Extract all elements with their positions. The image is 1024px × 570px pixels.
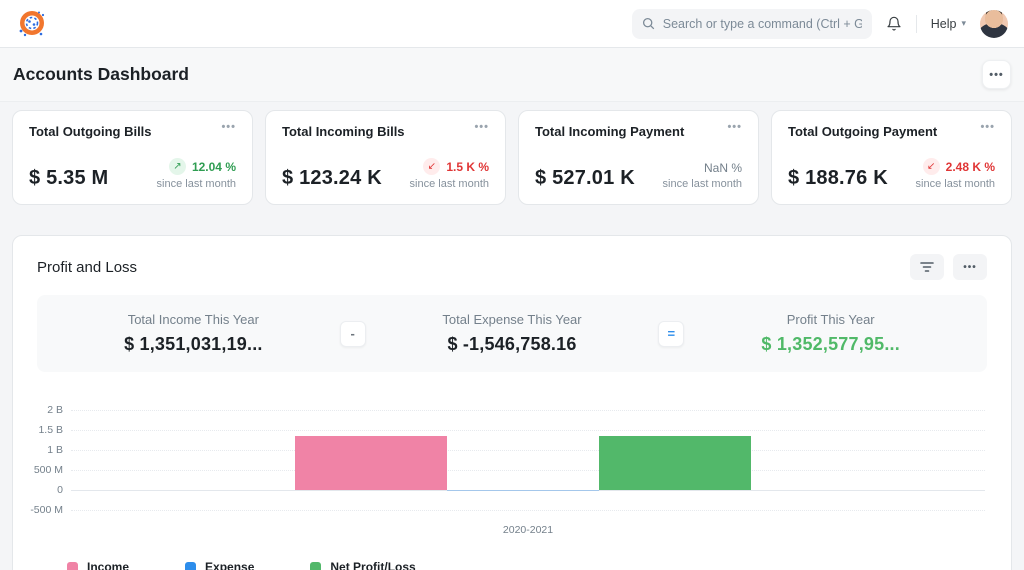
card-caption: since last month xyxy=(156,178,236,190)
card-caption: since last month xyxy=(915,178,995,190)
x-axis-label: 2020-2021 xyxy=(502,524,554,536)
summary-value: $ -1,546,758.16 xyxy=(447,334,577,354)
y-tick: -500 M xyxy=(30,504,63,516)
card-title: Total Incoming Bills xyxy=(282,124,405,139)
card-menu-ellipsis-icon[interactable]: ••• xyxy=(980,121,995,133)
legend-label: Income xyxy=(87,560,130,570)
card-value: $ 5.35 M xyxy=(29,167,109,189)
card-title: Total Outgoing Bills xyxy=(29,124,152,139)
legend-item-expense[interactable]: Expense xyxy=(185,560,254,570)
summary-profit: Profit This Year $ 1,352,577,95... xyxy=(684,312,977,355)
income-swatch-icon xyxy=(67,561,78,570)
card-menu-ellipsis-icon[interactable]: ••• xyxy=(474,121,489,133)
search-icon xyxy=(642,17,654,30)
summary-total-expense: Total Expense This Year $ -1,546,758.16 xyxy=(366,312,659,355)
chart-plot xyxy=(71,398,985,526)
y-axis-labels: 2 B 1.5 B 1 B 500 M 0 -500 M xyxy=(30,398,63,526)
bar-expense[interactable] xyxy=(447,490,599,491)
card-caption: since last month xyxy=(662,178,742,190)
notifications-bell-icon[interactable] xyxy=(886,16,902,32)
trend-arrow-icon: ↙ xyxy=(922,158,940,175)
help-menu[interactable]: Help ▾ xyxy=(931,17,966,31)
minus-operator-icon: - xyxy=(339,320,366,347)
kpi-card-total-incoming-payment[interactable]: Total Incoming Payment ••• $ 527.01 K Na… xyxy=(518,110,759,205)
card-value: $ 123.24 K xyxy=(282,167,382,189)
chart-menu-ellipsis-icon[interactable]: ••• xyxy=(953,254,987,280)
chart-title: Profit and Loss xyxy=(37,258,138,276)
dashboard-content: Total Outgoing Bills ••• $ 5.35 M ↗ 12.0… xyxy=(0,110,1024,570)
kpi-card-row: Total Outgoing Bills ••• $ 5.35 M ↗ 12.0… xyxy=(12,110,1012,205)
y-tick: 1 B xyxy=(47,444,63,456)
page-title: Accounts Dashboard xyxy=(13,64,189,84)
expense-swatch-icon xyxy=(185,561,197,570)
bar-net-profit-loss[interactable] xyxy=(599,435,751,490)
page-header: Accounts Dashboard ••• xyxy=(0,48,1024,102)
summary-label: Profit This Year xyxy=(786,312,875,327)
pl-summary-band: Total Income This Year $ 1,351,031,19...… xyxy=(37,295,987,372)
card-menu-ellipsis-icon[interactable]: ••• xyxy=(727,121,742,133)
legend-label: Expense xyxy=(205,560,255,570)
card-value: $ 527.01 K xyxy=(535,167,635,189)
zero-axis-line xyxy=(71,490,985,491)
gridline xyxy=(71,410,985,411)
gridline xyxy=(71,470,985,471)
kpi-card-total-outgoing-bills[interactable]: Total Outgoing Bills ••• $ 5.35 M ↗ 12.0… xyxy=(12,110,253,205)
card-title: Total Outgoing Payment xyxy=(788,124,938,139)
topbar-divider xyxy=(915,14,917,33)
y-tick: 2 B xyxy=(47,404,63,416)
search-input[interactable] xyxy=(662,16,862,31)
summary-label: Total Income This Year xyxy=(127,312,259,327)
gridline xyxy=(71,430,985,431)
change-percent: 1.5 K % xyxy=(446,159,489,174)
summary-total-income: Total Income This Year $ 1,351,031,19... xyxy=(47,312,340,355)
y-tick: 1.5 B xyxy=(38,424,63,436)
card-menu-ellipsis-icon[interactable]: ••• xyxy=(221,121,236,133)
global-search[interactable] xyxy=(631,8,872,39)
kpi-card-total-incoming-bills[interactable]: Total Incoming Bills ••• $ 123.24 K ↙ 1.… xyxy=(265,110,506,205)
card-value: $ 188.76 K xyxy=(788,167,888,189)
equals-operator-icon: = xyxy=(658,320,685,347)
topbar: Help ▾ xyxy=(0,0,1024,48)
change-percent: 12.04 % xyxy=(191,159,236,174)
chart-legend: Income Expense Net Profit/Loss xyxy=(67,560,987,570)
legend-item-income[interactable]: Income xyxy=(67,560,129,570)
summary-value: $ 1,351,031,19... xyxy=(124,334,263,354)
trend-arrow-icon: ↗ xyxy=(168,158,186,175)
y-tick: 0 xyxy=(57,484,63,496)
filter-button[interactable] xyxy=(910,254,944,280)
summary-value: $ 1,352,577,95... xyxy=(761,334,900,354)
legend-item-net-profit-loss[interactable]: Net Profit/Loss xyxy=(310,560,416,570)
bar-chart: 2 B 1.5 B 1 B 500 M 0 -500 M 2020-2021 xyxy=(30,398,987,536)
kpi-card-total-outgoing-payment[interactable]: Total Outgoing Payment ••• $ 188.76 K ↙ … xyxy=(771,110,1012,205)
summary-label: Total Expense This Year xyxy=(442,312,582,327)
user-avatar[interactable] xyxy=(980,9,1008,38)
net-profit-loss-swatch-icon xyxy=(310,561,322,570)
card-caption: since last month xyxy=(409,178,489,190)
legend-label: Net Profit/Loss xyxy=(330,560,416,570)
y-tick: 500 M xyxy=(33,464,63,476)
change-percent: 2.48 K % xyxy=(945,159,995,174)
card-title: Total Incoming Payment xyxy=(535,124,685,139)
filter-icon xyxy=(920,262,934,272)
profit-and-loss-card: Profit and Loss ••• Total Income This Ye… xyxy=(12,235,1012,570)
app-logo-icon[interactable] xyxy=(16,8,48,40)
chevron-down-icon: ▾ xyxy=(961,18,966,28)
gridline xyxy=(71,450,985,451)
bar-income[interactable] xyxy=(295,435,447,490)
page-menu-button[interactable]: ••• xyxy=(982,60,1011,89)
gridline xyxy=(71,510,985,511)
help-label: Help xyxy=(930,16,957,31)
trend-arrow-icon: ↙ xyxy=(423,158,441,175)
change-percent: NaN % xyxy=(703,161,742,175)
